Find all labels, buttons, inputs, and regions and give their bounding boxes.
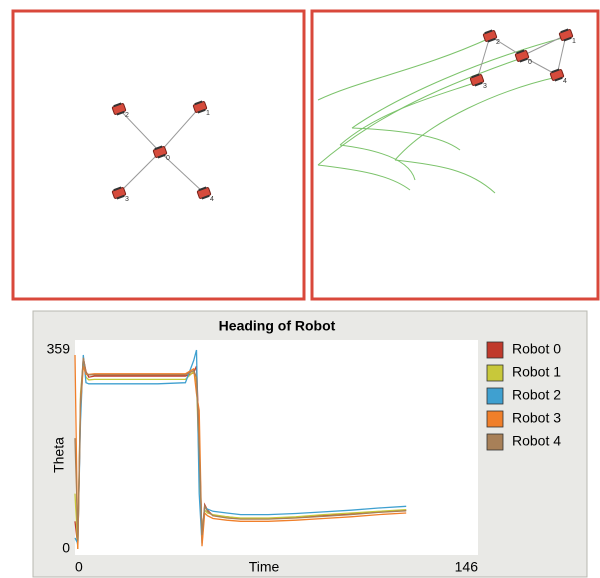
legend-swatch xyxy=(487,365,503,381)
legend-swatch xyxy=(487,342,503,358)
robot-label: 1 xyxy=(572,38,576,45)
legend-swatch xyxy=(487,411,503,427)
y-tick-label: 359 xyxy=(47,341,71,357)
x-tick-label: 0 xyxy=(75,559,83,575)
y-axis-label: Theta xyxy=(51,437,67,473)
screen: Heading of Robot Time Theta 0 1 2 3 4 0 1 2 3 4 0 3… xyxy=(0,0,600,578)
legend-label: Robot 1 xyxy=(512,364,561,380)
legend-swatch xyxy=(487,434,503,450)
legend-label: Robot 0 xyxy=(512,341,561,357)
legend-label: Robot 4 xyxy=(512,433,561,449)
plot-area xyxy=(75,340,478,555)
robot-label: 0 xyxy=(166,155,170,162)
x-tick-label: 146 xyxy=(455,559,479,575)
robot-label: 1 xyxy=(206,110,210,117)
robot-label: 4 xyxy=(210,196,214,203)
chart-title: Heading of Robot xyxy=(219,318,336,334)
right-view xyxy=(312,11,598,299)
y-tick-label: 0 xyxy=(62,540,70,556)
x-axis-label: Time xyxy=(249,559,280,575)
legend-label: Robot 2 xyxy=(512,387,561,403)
legend-label: Robot 3 xyxy=(512,410,561,426)
robot-label: 3 xyxy=(483,83,487,90)
robot-label: 2 xyxy=(496,39,500,46)
robot-label: 4 xyxy=(563,78,567,85)
robot-label: 3 xyxy=(125,196,129,203)
robot-label: 0 xyxy=(528,59,532,66)
robot-label: 2 xyxy=(125,112,129,119)
legend-swatch xyxy=(487,388,503,404)
